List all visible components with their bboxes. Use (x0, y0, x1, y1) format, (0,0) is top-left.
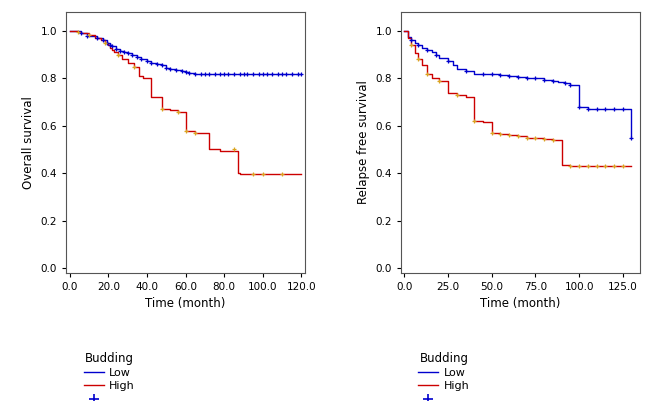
Legend: Low, High, , : Low, High, , (418, 352, 470, 401)
X-axis label: Time (month): Time (month) (480, 297, 561, 310)
X-axis label: Time (month): Time (month) (145, 297, 226, 310)
Legend: Low, High, , : Low, High, , (84, 352, 135, 401)
Y-axis label: Overall survival: Overall survival (22, 96, 35, 189)
Y-axis label: Relapse free survival: Relapse free survival (357, 81, 370, 204)
